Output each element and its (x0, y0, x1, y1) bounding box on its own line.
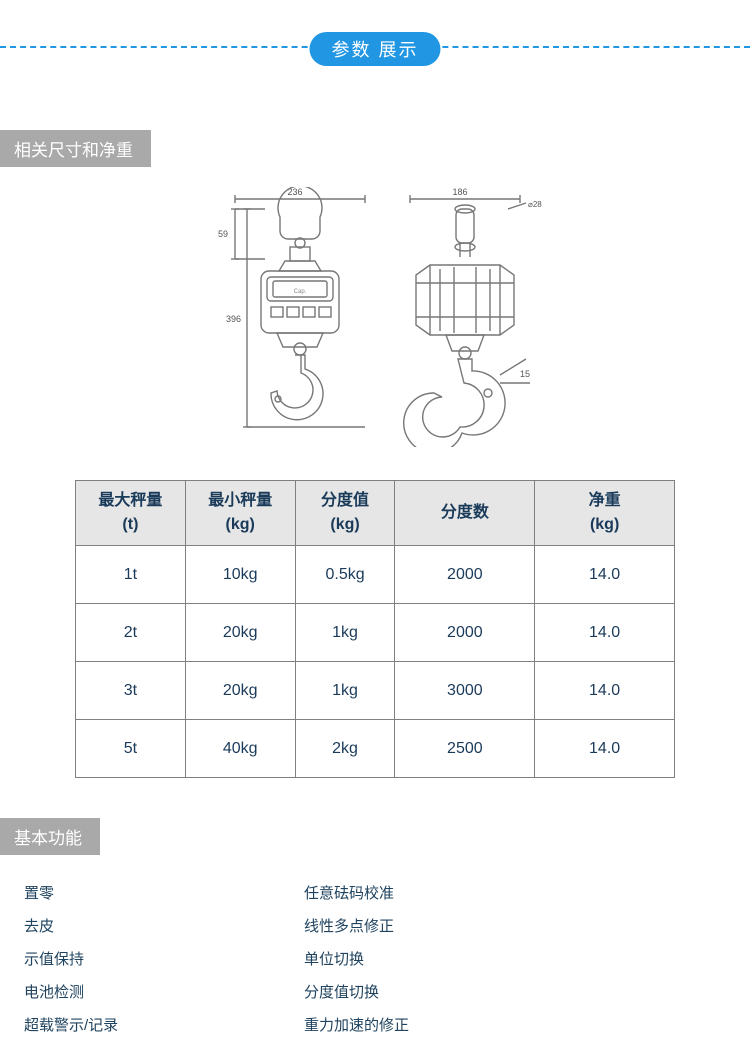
svg-text:Cap.: Cap. (294, 289, 307, 295)
feature-item: 超载警示/记录 (24, 1009, 304, 1042)
feature-item: 重力加速的修正 (304, 1009, 584, 1042)
table-cell: 40kg (185, 720, 295, 778)
spec-table-col-header: 分度值(kg) (295, 481, 395, 546)
section-dimensions-title: 相关尺寸和净重 (14, 141, 133, 160)
section-features-header: 基本功能 (0, 818, 100, 855)
spec-table-col-header: 最大秤量(t) (76, 481, 186, 546)
spec-table-col-header: 净重(kg) (535, 481, 675, 546)
dim-hook-angle: 15 (520, 369, 530, 379)
dim-side-width: 186 (452, 187, 467, 197)
feature-item: 单位切换 (304, 943, 584, 976)
dim-hook-top: 59 (218, 229, 228, 239)
table-cell: 3000 (395, 662, 535, 720)
features-columns: 置零去皮示值保持电池检测超载警示/记录 任意砝码校准线性多点修正单位切换分度值切… (0, 877, 750, 1042)
table-cell: 20kg (185, 662, 295, 720)
table-cell: 2kg (295, 720, 395, 778)
table-cell: 1kg (295, 604, 395, 662)
table-cell: 5t (76, 720, 186, 778)
spec-table-col-header: 分度数 (395, 481, 535, 546)
spec-table: 最大秤量(t)最小秤量(kg)分度值(kg)分度数净重(kg) 1t10kg0.… (75, 480, 675, 778)
table-cell: 2t (76, 604, 186, 662)
table-cell: 1t (76, 546, 186, 604)
feature-item: 去皮 (24, 910, 304, 943)
spec-table-header-row: 最大秤量(t)最小秤量(kg)分度值(kg)分度数净重(kg) (76, 481, 675, 546)
table-row: 3t20kg1kg300014.0 (76, 662, 675, 720)
feature-item: 置零 (24, 877, 304, 910)
table-cell: 3t (76, 662, 186, 720)
table-cell: 1kg (295, 662, 395, 720)
table-cell: 14.0 (535, 720, 675, 778)
banner-label: 参数 展示 (331, 40, 418, 60)
section-dimensions-header: 相关尺寸和净重 (0, 130, 151, 167)
banner-pill: 参数 展示 (309, 32, 440, 66)
table-cell: 10kg (185, 546, 295, 604)
table-cell: 0.5kg (295, 546, 395, 604)
spec-table-body: 1t10kg0.5kg200014.02t20kg1kg200014.03t20… (76, 546, 675, 778)
table-row: 5t40kg2kg250014.0 (76, 720, 675, 778)
feature-item: 示值保持 (24, 943, 304, 976)
features-col-left: 置零去皮示值保持电池检测超载警示/记录 (24, 877, 304, 1042)
banner: 参数 展示 (0, 20, 750, 80)
table-row: 2t20kg1kg200014.0 (76, 604, 675, 662)
section-features-title: 基本功能 (14, 829, 82, 848)
table-cell: 2500 (395, 720, 535, 778)
feature-item: 任意砝码校准 (304, 877, 584, 910)
feature-item: 电池检测 (24, 976, 304, 1009)
table-cell: 14.0 (535, 662, 675, 720)
spec-table-col-header: 最小秤量(kg) (185, 481, 295, 546)
technical-diagram: 236 59 Cap. (0, 187, 750, 452)
table-cell: 20kg (185, 604, 295, 662)
crane-scale-drawing: 236 59 Cap. (195, 187, 555, 447)
table-cell: 14.0 (535, 546, 675, 604)
section-dimensions: 相关尺寸和净重 236 59 (0, 130, 750, 778)
features-col-right: 任意砝码校准线性多点修正单位切换分度值切换重力加速的修正 (304, 877, 584, 1042)
feature-item: 分度值切换 (304, 976, 584, 1009)
table-cell: 14.0 (535, 604, 675, 662)
section-features: 基本功能 置零去皮示值保持电池检测超载警示/记录 任意砝码校准线性多点修正单位切… (0, 818, 750, 1042)
table-cell: 2000 (395, 546, 535, 604)
dim-circle: ⌀28 (528, 200, 542, 209)
table-row: 1t10kg0.5kg200014.0 (76, 546, 675, 604)
feature-item: 线性多点修正 (304, 910, 584, 943)
table-cell: 2000 (395, 604, 535, 662)
dim-height: 396 (226, 314, 241, 324)
